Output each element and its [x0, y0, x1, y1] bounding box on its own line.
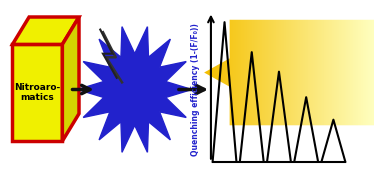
Text: Nitroaro-
matics: Nitroaro- matics: [14, 83, 60, 102]
Text: Quenching efficiency (1-(F/F₀)): Quenching efficiency (1-(F/F₀)): [191, 23, 200, 156]
Polygon shape: [12, 44, 62, 141]
Polygon shape: [12, 17, 79, 44]
Polygon shape: [62, 17, 79, 141]
Polygon shape: [77, 27, 192, 152]
